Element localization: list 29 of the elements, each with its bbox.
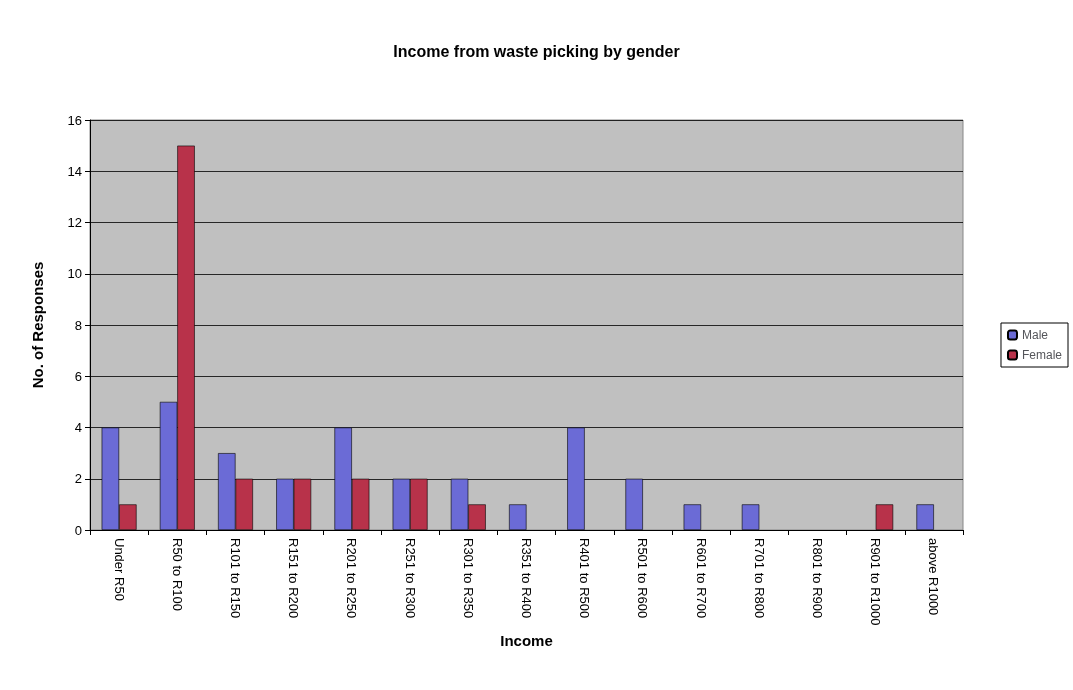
x-tick-label: R151 to R200 <box>286 538 302 619</box>
x-tick-label: R251 to R300 <box>402 538 418 619</box>
x-tick-label: R701 to R800 <box>751 538 767 619</box>
y-tick-label: 4 <box>74 420 82 435</box>
x-axis-title: Income <box>500 632 553 650</box>
x-tick-label: R601 to R700 <box>693 538 709 619</box>
x-tick-label: R351 to R400 <box>519 538 534 619</box>
chart-title: Income from waste picking by gender <box>393 42 680 60</box>
y-tick-label: 16 <box>67 112 82 128</box>
x-tick-label: R101 to R150 <box>228 538 243 619</box>
legend-label: Female <box>1021 348 1063 362</box>
y-axis-title: No. of Responses <box>29 261 46 389</box>
legend-label: Male <box>1021 328 1049 342</box>
x-tick-label: R50 to R100 <box>169 538 185 611</box>
x-tick-label: above R1000 <box>926 538 942 616</box>
x-tick-label: R901 to R1000 <box>868 538 884 626</box>
x-tick-label: R201 to R250 <box>344 538 360 619</box>
y-tick-label: 8 <box>74 317 82 333</box>
x-tick-label: Under R50 <box>111 538 127 601</box>
y-tick-label: 0 <box>74 522 82 538</box>
x-tick-label: R801 to R900 <box>810 538 825 619</box>
y-tick-label: 12 <box>67 215 82 230</box>
y-tick-label: 2 <box>74 471 82 487</box>
y-tick-label: 6 <box>74 368 82 384</box>
x-tick-label: R301 to R350 <box>460 538 476 619</box>
y-tick-label: 14 <box>67 163 82 179</box>
x-tick-label: R501 to R600 <box>635 538 651 619</box>
y-tick-label: 10 <box>67 266 82 282</box>
x-tick-label: R401 to R500 <box>577 538 593 619</box>
